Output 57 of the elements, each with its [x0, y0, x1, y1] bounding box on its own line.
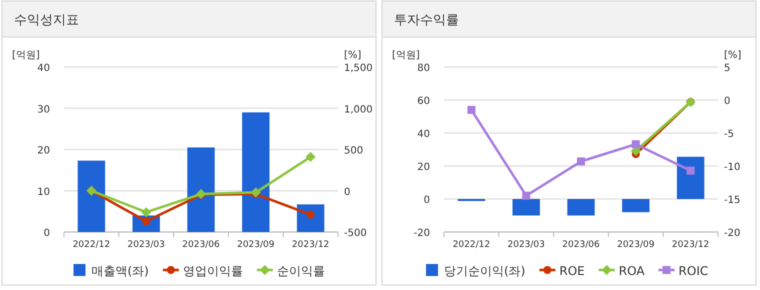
- bar: [242, 112, 270, 232]
- y2-axis-title: [%]: [724, 50, 742, 61]
- x-tick-label: 2022/12: [72, 240, 110, 250]
- x-tick-label: 2023/06: [562, 240, 600, 250]
- y2-tick-label: 500: [344, 146, 364, 156]
- y-tick-label: 40: [417, 129, 430, 140]
- y-axis-title: [억원]: [392, 50, 420, 61]
- legend-label: 당기순이익(좌): [444, 264, 526, 278]
- chart-title: 수익성지표: [14, 13, 79, 28]
- y-tick-label: 40: [37, 63, 50, 74]
- y2-tick-label: 0: [344, 186, 350, 198]
- legend-label: ROA: [618, 264, 646, 278]
- point: [522, 192, 530, 200]
- point: [141, 207, 152, 218]
- y2-tick-label: -20: [724, 228, 740, 239]
- point: [632, 140, 640, 148]
- bar: [187, 147, 215, 232]
- x-tick-label: 2023/09: [617, 240, 655, 250]
- y-tick-label: 10: [37, 186, 50, 198]
- point: [686, 166, 695, 175]
- y-tick-label: 0: [44, 228, 50, 239]
- legend-label: 순이익률: [276, 264, 325, 278]
- chart-title: 투자수익률: [394, 13, 459, 28]
- point: [577, 157, 585, 166]
- y-tick-label: 30: [37, 104, 50, 116]
- y2-tick-label: -5: [724, 129, 734, 140]
- x-tick-label: 2022/12: [452, 240, 490, 250]
- legend-label: 매출액(좌): [92, 264, 149, 278]
- x-tick-label: 2023/12: [292, 240, 330, 250]
- y2-tick-label: 1,000: [344, 104, 373, 116]
- y-tick-label: 20: [37, 146, 50, 156]
- y2-axis-title: [%]: [344, 50, 362, 61]
- y2-tick-label: 1,500: [344, 63, 373, 74]
- x-tick-label: 2023/06: [182, 240, 220, 250]
- x-tick-label: 2023/03: [128, 240, 165, 250]
- point: [306, 152, 316, 162]
- y-tick-label: 20: [417, 162, 430, 173]
- y2-tick-label: -15: [724, 195, 740, 206]
- legend-label: ROE: [559, 264, 585, 278]
- bar: [296, 204, 324, 232]
- y2-tick-label: -10: [724, 162, 740, 173]
- point: [250, 187, 261, 198]
- bar: [78, 160, 106, 232]
- y-tick-label: -20: [414, 228, 430, 239]
- legend-label: ROIC: [678, 264, 708, 278]
- legend-label: 영업이익률: [182, 264, 243, 278]
- y-tick-label: 0: [424, 195, 430, 206]
- y2-tick-label: 0: [724, 96, 730, 107]
- y2-tick-label: -500: [344, 228, 367, 239]
- y-tick-label: 80: [417, 63, 430, 74]
- y2-tick-label: 5: [724, 63, 730, 74]
- x-tick-label: 2023/03: [508, 240, 545, 250]
- point: [467, 106, 476, 114]
- x-tick-label: 2023/09: [237, 240, 275, 250]
- y-tick-label: 60: [417, 96, 430, 107]
- x-tick-label: 2023/12: [672, 240, 710, 250]
- y-axis-title: [억원]: [12, 50, 40, 61]
